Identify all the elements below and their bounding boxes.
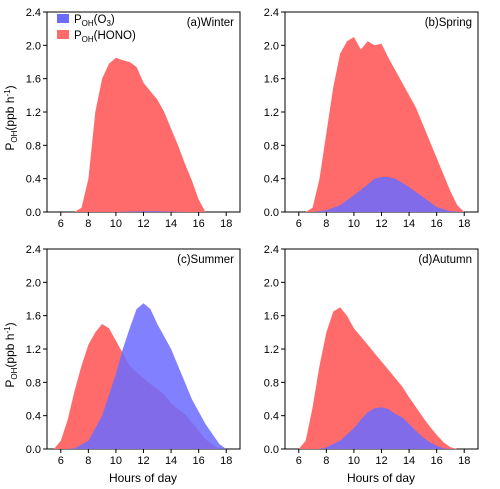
y-tick-label: 0.0 <box>26 444 41 456</box>
svg-text:POH(ppb h-1): POH(ppb h-1) <box>3 322 19 387</box>
series-area-hono <box>305 37 465 212</box>
series-area-o3 <box>319 407 451 449</box>
x-tick-label: 14 <box>403 455 415 467</box>
panel-summer: 6 8 10 12 14 16 18 0.0 0.4 0.8 1.2 1.6 2.0 2.4 (c)Summ… <box>26 244 241 467</box>
x-tick-label: 8 <box>323 218 329 230</box>
y-tick-label: 2.4 <box>264 244 279 256</box>
panels: 6 8 10 12 14 16 18 0.0 0.4 0.8 1.2 1.6 2.0 2.4 (a)Wint… <box>26 7 479 467</box>
x-tick-label: 6 <box>58 455 64 467</box>
x-tick-label: 6 <box>296 455 302 467</box>
x-tick-label: 18 <box>220 218 232 230</box>
x-tick-label: 16 <box>193 218 205 230</box>
legend-label-o3: POH(O3) <box>74 14 115 28</box>
x-axis-title-left: Hours of day <box>109 471 177 485</box>
y-tick-label: 1.2 <box>264 344 279 356</box>
x-axis-title-right: Hours of day <box>347 471 415 485</box>
y-tick-label: 0.4 <box>26 174 41 186</box>
panel-label: (c)Summer <box>177 254 234 266</box>
y-tick-label: 2.0 <box>26 277 41 289</box>
x-tick-label: 12 <box>137 455 149 467</box>
x-tick-label: 6 <box>58 218 64 230</box>
legend-swatch-o3 <box>57 14 69 23</box>
x-tick-label: 18 <box>220 455 232 467</box>
y-tick-label: 0.0 <box>26 207 41 219</box>
y-tick-label: 1.6 <box>264 311 279 323</box>
x-tick-label: 10 <box>110 455 122 467</box>
series-area-hono <box>298 307 458 449</box>
y-axis-title-top: POH(ppb h-1) <box>3 85 19 150</box>
y-tick-label: 0.4 <box>264 411 279 423</box>
x-tick-label: 14 <box>165 218 177 230</box>
panel-label: (d)Autumn <box>418 254 472 266</box>
y-tick-label: 1.6 <box>26 74 41 86</box>
legend-label-hono: POH(HONO) <box>74 30 136 44</box>
y-axis-title-bottom: POH(ppb h-1) <box>3 322 19 387</box>
y-tick-label: 2.4 <box>264 7 279 19</box>
series-area-hono <box>74 57 206 212</box>
panel-label: (b)Spring <box>425 17 472 29</box>
x-tick-label: 12 <box>137 218 149 230</box>
y-tick-label: 0.8 <box>264 377 279 389</box>
y-tick-label: 1.6 <box>26 311 41 323</box>
x-tick-label: 14 <box>403 218 415 230</box>
x-tick-label: 18 <box>458 455 470 467</box>
x-tick-label: 16 <box>431 455 443 467</box>
y-tick-label: 0.4 <box>26 411 41 423</box>
legend-swatch-hono <box>57 30 69 39</box>
y-tick-label: 2.0 <box>26 40 41 52</box>
series-area-o3 <box>67 303 227 449</box>
panel-winter: 6 8 10 12 14 16 18 0.0 0.4 0.8 1.2 1.6 2.0 2.4 (a)Wint… <box>26 7 241 230</box>
y-tick-label: 2.0 <box>264 40 279 52</box>
y-tick-label: 0.4 <box>264 174 279 186</box>
y-tick-label: 0.8 <box>264 140 279 152</box>
x-tick-label: 6 <box>296 218 302 230</box>
panel-label: (a)Winter <box>187 17 234 29</box>
y-tick-label: 2.4 <box>26 244 41 256</box>
x-tick-label: 8 <box>85 218 91 230</box>
series-area-o3 <box>312 177 465 212</box>
svg-text:POH(ppb h-1): POH(ppb h-1) <box>3 85 19 150</box>
y-tick-label: 0.8 <box>26 140 41 152</box>
x-tick-label: 18 <box>458 218 470 230</box>
y-tick-label: 1.2 <box>264 107 279 119</box>
y-tick-label: 1.2 <box>26 107 41 119</box>
y-tick-label: 0.8 <box>26 377 41 389</box>
x-tick-label: 10 <box>348 218 360 230</box>
y-tick-label: 2.0 <box>264 277 279 289</box>
x-tick-label: 16 <box>193 455 205 467</box>
y-tick-label: 0.0 <box>264 444 279 456</box>
legend: POH(O3) POH(HONO) <box>57 14 136 44</box>
x-tick-label: 12 <box>375 455 387 467</box>
panel-spring: 6 8 10 12 14 16 18 0.0 0.4 0.8 1.2 1.6 2.0 2.4 (b)Spri… <box>264 7 479 230</box>
x-tick-label: 10 <box>348 455 360 467</box>
x-tick-label: 8 <box>323 455 329 467</box>
x-tick-label: 14 <box>165 455 177 467</box>
series-area-o3 <box>74 211 213 212</box>
x-tick-label: 10 <box>110 218 122 230</box>
y-tick-label: 2.4 <box>26 7 41 19</box>
y-tick-label: 0.0 <box>264 207 279 219</box>
x-tick-label: 8 <box>85 455 91 467</box>
y-tick-label: 1.6 <box>264 74 279 86</box>
panel-autumn: 6 8 10 12 14 16 18 0.0 0.4 0.8 1.2 1.6 2.0 2.4 (d)Autu… <box>264 244 479 467</box>
x-tick-label: 16 <box>431 218 443 230</box>
x-tick-label: 12 <box>375 218 387 230</box>
y-tick-label: 1.2 <box>26 344 41 356</box>
